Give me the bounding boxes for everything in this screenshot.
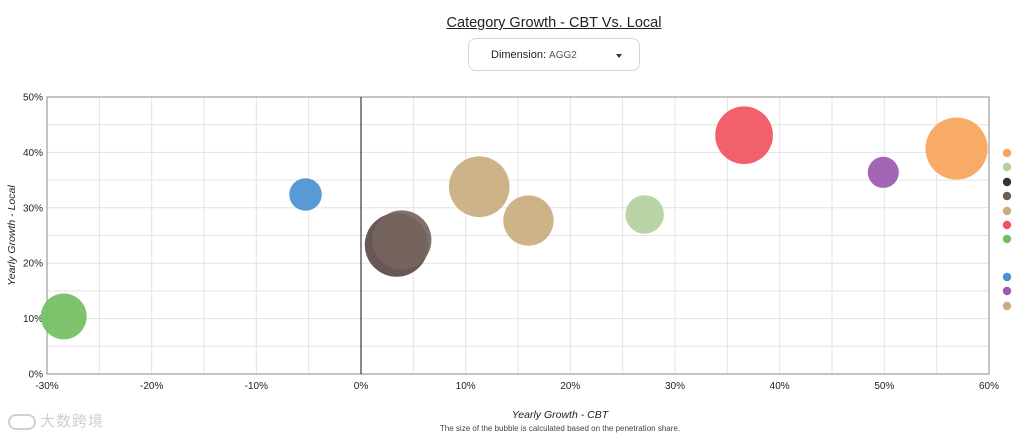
x-tick-label: 50% — [874, 381, 894, 392]
legend-marker — [1002, 234, 1012, 244]
x-tick-label: -20% — [140, 381, 163, 392]
bubble — [715, 106, 773, 165]
plot-frame — [46, 96, 990, 375]
bubble — [448, 156, 510, 218]
y-tick-label: 40% — [23, 148, 43, 159]
bubble — [867, 156, 899, 188]
x-tick-label: 0% — [354, 381, 369, 392]
x-tick-label: 30% — [665, 381, 685, 392]
dimension-value: AGG2 — [549, 50, 577, 61]
legend-marker — [1002, 177, 1012, 187]
x-tick-label: 20% — [560, 381, 580, 392]
y-axis-title: Yearly Growth - Local — [6, 185, 18, 286]
watermark-logo-icon — [8, 414, 36, 431]
x-tick-label: 10% — [456, 381, 476, 392]
dimension-label: Dimension: — [491, 49, 547, 61]
y-tick-label: 20% — [23, 259, 43, 270]
bubble — [503, 195, 554, 246]
x-tick-label: -10% — [245, 381, 268, 392]
y-tick-label: 10% — [23, 314, 43, 325]
dimension-dropdown[interactable]: Dimension: AGG2 — [468, 38, 640, 71]
size-note: The size of the bubble is calculated bas… — [440, 424, 680, 433]
bubble — [925, 117, 988, 180]
x-tick-label: 40% — [770, 381, 790, 392]
caret-down-icon — [616, 54, 622, 58]
bubble — [289, 178, 322, 211]
legend-marker — [1002, 148, 1012, 158]
legend-marker — [1002, 272, 1012, 282]
y-tick-label: 50% — [23, 93, 43, 104]
x-axis-title: Yearly Growth - CBT — [512, 409, 610, 421]
legend-marker — [1002, 206, 1012, 216]
legend-marker — [1002, 301, 1012, 311]
legend-marker — [1002, 191, 1012, 201]
chart-title: Category Growth - CBT Vs. Local — [446, 15, 662, 31]
watermark-text: 大数跨境 — [40, 413, 105, 430]
legend-marker — [1002, 162, 1012, 172]
legend-marker — [1002, 286, 1012, 296]
legend-marker — [1002, 220, 1012, 230]
x-tick-label: 60% — [979, 381, 999, 392]
y-tick-label: 30% — [23, 203, 43, 214]
bubble — [372, 210, 432, 270]
y-tick-label: 0% — [29, 370, 44, 381]
bubble — [40, 293, 87, 340]
x-tick-label: -30% — [35, 381, 58, 392]
watermark: 大数跨境 — [8, 410, 104, 431]
bubble — [625, 195, 664, 234]
